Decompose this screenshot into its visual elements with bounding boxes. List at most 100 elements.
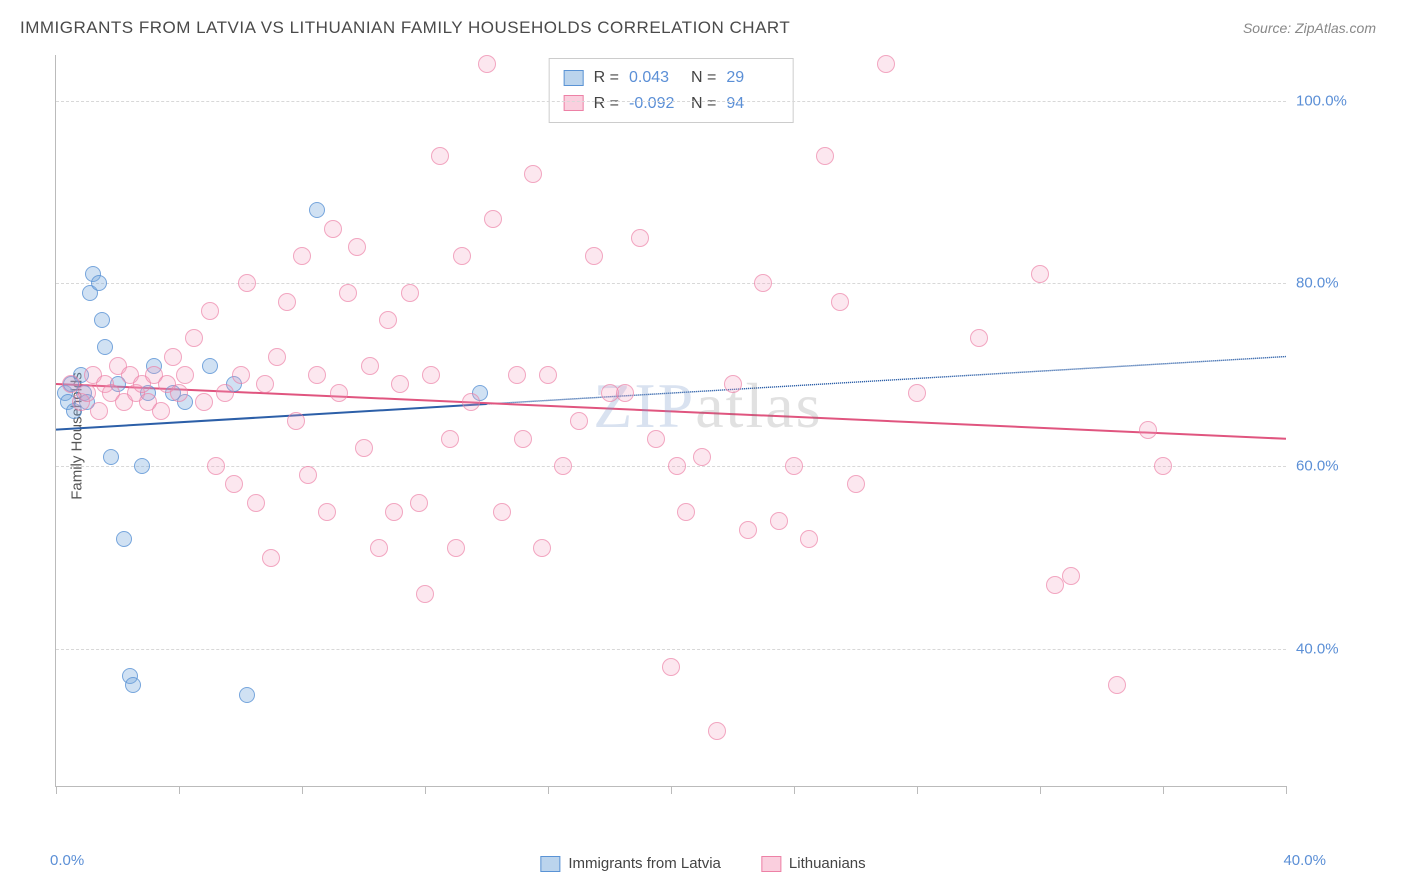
y-tick-label: 100.0% [1296, 92, 1371, 109]
data-point [708, 722, 726, 740]
data-point [202, 358, 218, 374]
y-tick-label: 80.0% [1296, 275, 1371, 292]
data-point [239, 687, 255, 703]
data-point [134, 458, 150, 474]
data-point [478, 55, 496, 73]
x-tick [917, 786, 918, 794]
data-point [1108, 676, 1126, 694]
data-point [370, 539, 388, 557]
grid-line [56, 101, 1286, 102]
data-point [401, 284, 419, 302]
data-point [90, 402, 108, 420]
data-point [216, 384, 234, 402]
data-point [207, 457, 225, 475]
data-point [970, 329, 988, 347]
x-tick [425, 786, 426, 794]
data-point [508, 366, 526, 384]
data-point [103, 449, 119, 465]
data-point [453, 247, 471, 265]
data-point [739, 521, 757, 539]
data-point [355, 439, 373, 457]
plot-area: ZIPatlas R = 0.043 N = 29 R = -0.092 N =… [55, 55, 1286, 787]
data-point [1062, 567, 1080, 585]
data-point [125, 677, 141, 693]
data-point [877, 55, 895, 73]
n-value-latvia: 29 [726, 65, 778, 91]
x-tick [302, 786, 303, 794]
swatch-blue-icon [564, 70, 584, 86]
data-point [232, 366, 250, 384]
data-point [816, 147, 834, 165]
data-point [116, 531, 132, 547]
r-label: R = [594, 91, 619, 117]
r-value-lithuania: -0.092 [629, 91, 681, 117]
data-point [195, 393, 213, 411]
n-value-lithuania: 94 [726, 91, 778, 117]
x-tick [1040, 786, 1041, 794]
data-point [431, 147, 449, 165]
data-point [554, 457, 572, 475]
data-point [339, 284, 357, 302]
data-point [268, 348, 286, 366]
data-point [533, 539, 551, 557]
x-tick-first: 0.0% [50, 852, 84, 869]
chart-source: Source: ZipAtlas.com [1243, 20, 1376, 36]
data-point [441, 430, 459, 448]
data-point [361, 357, 379, 375]
x-tick-last: 40.0% [1283, 852, 1326, 869]
data-point [225, 475, 243, 493]
data-point [847, 475, 865, 493]
chart-title: IMMIGRANTS FROM LATVIA VS LITHUANIAN FAM… [20, 18, 790, 38]
data-point [493, 503, 511, 521]
data-point [668, 457, 686, 475]
data-point [94, 312, 110, 328]
data-point [293, 247, 311, 265]
data-point [318, 503, 336, 521]
data-point [238, 274, 256, 292]
data-point [831, 293, 849, 311]
x-tick [794, 786, 795, 794]
data-point [462, 393, 480, 411]
data-point [247, 494, 265, 512]
data-point [287, 412, 305, 430]
data-point [324, 220, 342, 238]
data-point [693, 448, 711, 466]
stats-legend: R = 0.043 N = 29 R = -0.092 N = 94 [549, 58, 794, 123]
data-point [152, 402, 170, 420]
x-tick [1163, 786, 1164, 794]
data-point [770, 512, 788, 530]
data-point [262, 549, 280, 567]
n-label: N = [691, 91, 716, 117]
watermark: ZIPatlas [593, 369, 822, 443]
data-point [1154, 457, 1172, 475]
legend-label-latvia: Immigrants from Latvia [568, 855, 721, 872]
data-point [391, 375, 409, 393]
x-tick [548, 786, 549, 794]
trend-lines [56, 55, 1286, 786]
data-point [97, 339, 113, 355]
data-point [908, 384, 926, 402]
swatch-blue-icon [540, 856, 560, 872]
data-point [309, 202, 325, 218]
chart-header: IMMIGRANTS FROM LATVIA VS LITHUANIAN FAM… [0, 0, 1406, 48]
data-point [201, 302, 219, 320]
data-point [800, 530, 818, 548]
chart-container: Family Households ZIPatlas R = 0.043 N =… [55, 55, 1376, 817]
legend-item-lithuania: Lithuanians [761, 855, 866, 872]
data-point [1031, 265, 1049, 283]
data-point [585, 247, 603, 265]
data-point [754, 274, 772, 292]
data-point [308, 366, 326, 384]
x-tick [1286, 786, 1287, 794]
r-label: R = [594, 65, 619, 91]
data-point [422, 366, 440, 384]
data-point [677, 503, 695, 521]
data-point [256, 375, 274, 393]
legend-label-lithuania: Lithuanians [789, 855, 866, 872]
data-point [785, 457, 803, 475]
stats-row-latvia: R = 0.043 N = 29 [564, 65, 779, 91]
data-point [647, 430, 665, 448]
data-point [484, 210, 502, 228]
y-tick-label: 40.0% [1296, 640, 1371, 657]
data-point [539, 366, 557, 384]
